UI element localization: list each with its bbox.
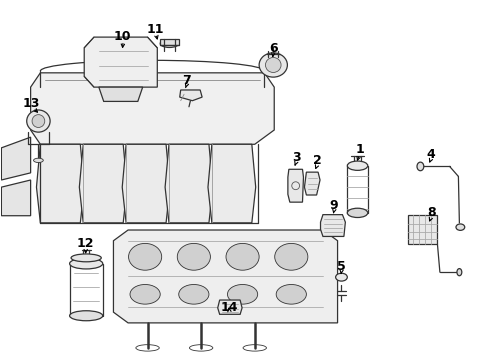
Polygon shape [320,215,345,237]
Polygon shape [114,230,338,323]
Ellipse shape [347,208,368,217]
Ellipse shape [160,40,179,48]
Text: 4: 4 [427,148,436,161]
Ellipse shape [259,53,288,77]
Polygon shape [122,144,170,223]
Polygon shape [288,169,303,202]
Text: 5: 5 [337,260,346,273]
Ellipse shape [130,284,160,304]
Ellipse shape [32,114,45,127]
Ellipse shape [33,158,43,162]
Polygon shape [165,144,213,223]
Text: 1: 1 [355,143,364,156]
Text: 12: 12 [77,237,95,250]
Ellipse shape [457,269,462,276]
Text: 10: 10 [114,30,131,43]
Text: 14: 14 [220,301,238,314]
Polygon shape [99,87,143,102]
Ellipse shape [128,243,162,270]
Text: 7: 7 [182,74,191,87]
Polygon shape [1,180,30,216]
Ellipse shape [27,110,50,132]
Ellipse shape [177,243,210,270]
Polygon shape [30,73,274,144]
Text: 2: 2 [313,154,321,167]
Polygon shape [304,172,320,195]
Polygon shape [208,144,256,223]
Polygon shape [79,144,127,223]
Polygon shape [1,137,30,180]
Ellipse shape [179,284,209,304]
Ellipse shape [456,224,465,230]
Ellipse shape [417,162,424,171]
Text: 13: 13 [23,97,40,110]
Polygon shape [84,37,157,87]
Ellipse shape [226,243,259,270]
Polygon shape [180,90,202,101]
Bar [408,215,438,244]
Ellipse shape [70,258,103,269]
Bar [160,39,179,45]
Polygon shape [36,144,84,223]
Ellipse shape [336,273,347,281]
Text: 3: 3 [292,151,300,165]
Ellipse shape [227,284,258,304]
Text: 9: 9 [330,199,339,212]
Ellipse shape [70,311,103,321]
Ellipse shape [266,58,281,72]
Ellipse shape [71,254,101,262]
Ellipse shape [275,243,308,270]
Text: 11: 11 [146,23,164,36]
Ellipse shape [347,161,368,170]
Polygon shape [218,300,242,314]
Text: 8: 8 [427,206,436,219]
Text: 6: 6 [269,42,277,55]
Ellipse shape [276,284,306,304]
